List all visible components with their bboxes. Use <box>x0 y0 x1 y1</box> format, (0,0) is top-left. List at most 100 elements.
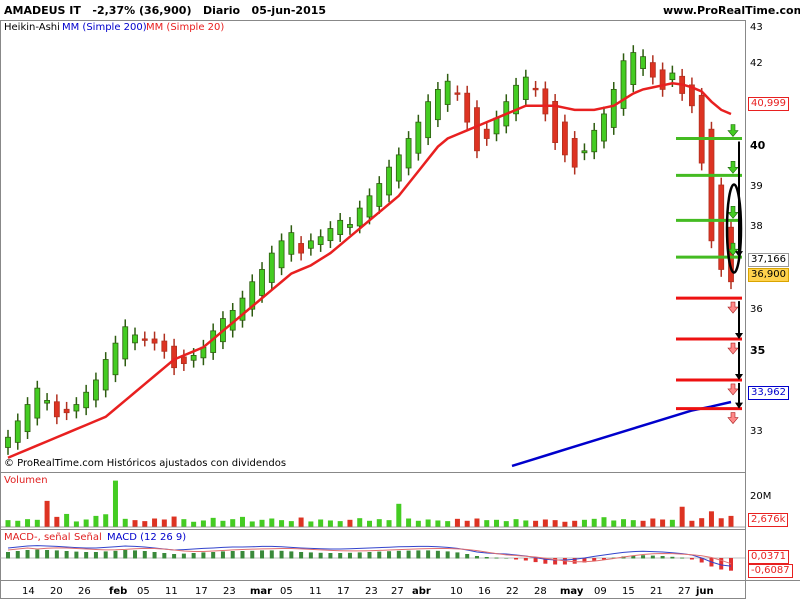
macd-bar <box>435 550 440 559</box>
macd-bar <box>240 551 245 559</box>
macd-value-tag-2: -0,6087 <box>748 564 793 578</box>
volume-bar <box>103 514 109 527</box>
volume-bar <box>93 515 99 527</box>
macd-bar <box>484 557 489 559</box>
macd-bar <box>396 550 401 559</box>
volume-bar <box>415 520 421 527</box>
candle-body <box>386 166 392 196</box>
candle-body <box>180 356 187 364</box>
x-label-15: 15 <box>622 586 635 597</box>
volume-bar <box>513 519 519 527</box>
macd-bar <box>523 558 528 561</box>
volume-bar <box>34 519 40 527</box>
macd-bar <box>152 552 157 559</box>
macd-value-tag-1: 0,0371 <box>748 550 789 564</box>
y-tick-35: 35 <box>750 344 766 357</box>
candle-body <box>708 128 715 242</box>
candle-body <box>552 101 559 143</box>
volume-bar <box>64 513 70 527</box>
macd-bar <box>113 550 118 559</box>
x-label-21: 21 <box>650 586 663 597</box>
macd-bar <box>201 552 206 559</box>
volume-bar <box>552 520 558 527</box>
macd-bar <box>474 556 479 559</box>
legend-ma20: MM (Simple 20) <box>146 22 225 33</box>
macd-bar <box>631 555 636 559</box>
candle-body <box>649 62 656 78</box>
x-label-feb: feb <box>109 586 128 597</box>
candle-body <box>307 240 314 249</box>
volume-bar <box>581 519 587 527</box>
macd-bar <box>377 551 382 559</box>
candle-body <box>454 92 461 95</box>
projection-arrow-head <box>735 373 743 380</box>
legend-candle-type: Heikin-Ashi <box>4 22 60 33</box>
x-label-09: 09 <box>594 586 607 597</box>
x-label-may: may <box>560 586 584 597</box>
y-tick-43: 43 <box>750 22 763 33</box>
x-label-14: 14 <box>22 586 35 597</box>
volume-bar <box>54 516 60 527</box>
x-label-23: 23 <box>223 586 236 597</box>
candle-body <box>434 88 441 121</box>
volume-bar <box>630 520 636 527</box>
candle-body <box>14 420 21 443</box>
candle-body <box>102 359 109 391</box>
period-label: Diario <box>202 4 241 17</box>
volume-bar <box>357 518 363 527</box>
volume-bar <box>210 517 216 527</box>
candle-body <box>239 297 246 321</box>
volume-bar <box>249 521 255 527</box>
candle-body <box>513 84 519 115</box>
macd-label-1: MACD-, señal <box>4 532 71 543</box>
volume-bar <box>494 519 500 527</box>
x-label-mar-11: 11 <box>309 586 322 597</box>
up-arrow <box>727 161 739 174</box>
candle-body <box>24 404 31 433</box>
macd-bar <box>514 558 519 560</box>
macd-bar <box>181 553 186 559</box>
macd-bar <box>162 553 167 559</box>
macd-label-3: MACD (12 26 9) <box>107 532 187 543</box>
candle-body <box>34 387 41 419</box>
volume-bar <box>386 520 392 527</box>
volume-bar <box>318 519 324 527</box>
macd-bar <box>504 558 509 559</box>
x-label-22: 22 <box>506 586 519 597</box>
volume-tick-20m: 20M <box>750 491 772 502</box>
macd-bar <box>93 552 98 559</box>
volume-bar <box>259 519 265 527</box>
candle-body <box>151 338 158 344</box>
macd-bar <box>650 555 655 559</box>
macd-bar <box>680 557 685 559</box>
candle-body <box>444 80 451 105</box>
candle-body <box>268 252 275 283</box>
macd-bar <box>406 550 411 559</box>
down-arrow <box>727 412 739 425</box>
volume-bar <box>640 520 646 527</box>
volume-bar <box>279 520 285 527</box>
volume-bar <box>200 520 206 527</box>
macd-bar <box>15 551 20 559</box>
macd-bar <box>553 558 558 565</box>
volume-bar <box>73 521 79 527</box>
volume-bar <box>542 519 548 527</box>
candle-body <box>610 88 617 128</box>
candle-body <box>522 76 529 100</box>
y-tick-42: 42 <box>750 58 763 69</box>
last-price-tag: 36,900 <box>748 268 789 282</box>
x-label-16: 16 <box>478 586 491 597</box>
volume-bar <box>191 521 197 527</box>
macd-bar <box>269 550 274 559</box>
candle-body <box>591 129 598 153</box>
volume-bar <box>15 520 21 527</box>
macd-bar <box>699 558 704 563</box>
candle-body <box>356 207 363 227</box>
macd-bar <box>54 550 59 559</box>
volume-bar <box>376 519 382 527</box>
candle-body <box>415 121 422 154</box>
candle-body <box>5 436 11 448</box>
volume-panel-label: Volumen <box>4 475 48 486</box>
candle-body <box>44 400 50 404</box>
